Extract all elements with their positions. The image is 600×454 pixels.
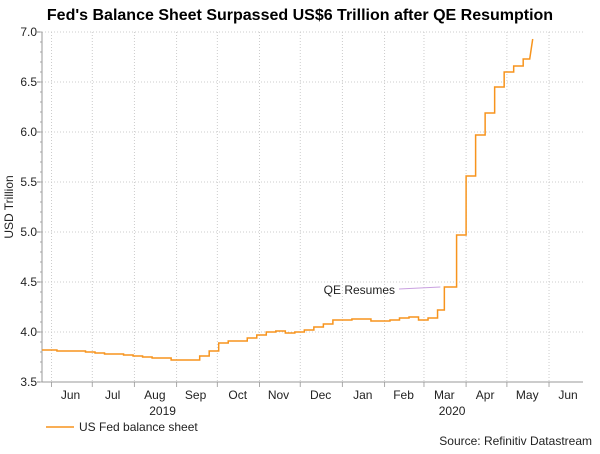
x-tick-label: Jun: [558, 388, 577, 402]
x-tick-label: Mar: [434, 388, 455, 402]
x-year-label: 2020: [439, 404, 466, 418]
series-line-us-fed-balance-sheet: [42, 38, 534, 361]
x-tick-label: Jun: [61, 388, 80, 402]
x-tick-label: May: [516, 388, 539, 402]
chart-title: Fed's Balance Sheet Surpassed US$6 Trill…: [47, 7, 553, 24]
y-tick-label: 6.0: [20, 125, 37, 139]
legend: US Fed balance sheet: [46, 420, 198, 434]
x-tick-label: Dec: [310, 388, 331, 402]
x-tick-label: Jul: [105, 388, 120, 402]
y-tick-label: 3.5: [20, 375, 37, 389]
y-tick-label: 4.0: [20, 325, 37, 339]
y-tick-label: 5.5: [20, 175, 37, 189]
series-layer: [42, 38, 534, 361]
x-tick-label: Oct: [228, 388, 247, 402]
annotation-leader-line: [398, 286, 441, 290]
y-tick-label: 5.0: [20, 225, 37, 239]
y-tick-label: 6.5: [20, 75, 37, 89]
x-year-label: 2019: [149, 404, 176, 418]
source-note: Source: Refinitiv Datastream: [439, 434, 592, 448]
x-tick-label: Nov: [268, 388, 289, 402]
x-tick-label: Apr: [476, 388, 495, 402]
x-tick-label: Sep: [185, 388, 207, 402]
legend-label: US Fed balance sheet: [79, 420, 198, 434]
annotation-layer: QE Resumes: [324, 283, 441, 297]
x-tick-label: Jan: [353, 388, 372, 402]
axes: 3.5 4.0 4.5 5.0 5.5 6.0 6.5 7.0 Jun Jul Aug Sep Oct N…: [20, 25, 583, 418]
y-axis-label: USD Trillion: [2, 175, 16, 238]
x-tick-label: Aug: [144, 388, 165, 402]
x-tick-label: Feb: [393, 388, 414, 402]
y-tick-label: 7.0: [20, 25, 37, 39]
y-tick-label: 4.5: [20, 275, 37, 289]
annotation-label: QE Resumes: [324, 283, 395, 297]
